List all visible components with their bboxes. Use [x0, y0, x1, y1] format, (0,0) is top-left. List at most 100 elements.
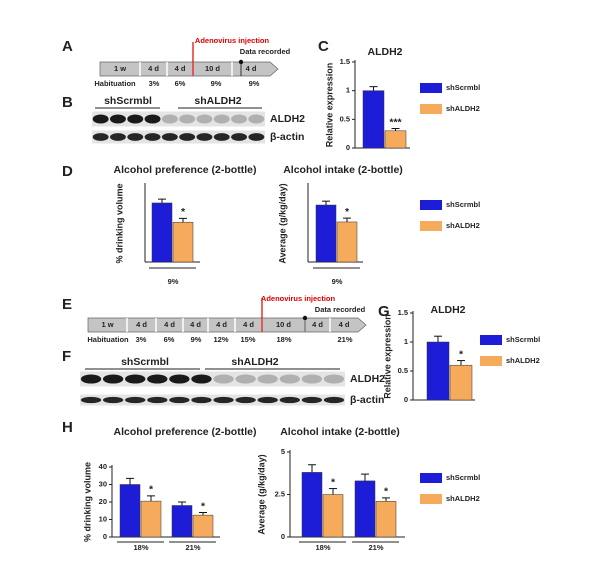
timeline-segment: 4 d	[148, 64, 159, 73]
timeline-segment: 1 w	[114, 64, 126, 73]
blot-band	[248, 114, 265, 124]
legend-label: shALDH2	[506, 356, 540, 365]
panel-letter: D	[62, 163, 73, 180]
blot-band	[102, 396, 124, 404]
legend-swatch	[480, 335, 502, 345]
blot-group: shScrmbl	[121, 356, 169, 368]
injection-label: Adenovirus injection	[261, 294, 336, 303]
blot-band	[161, 133, 178, 141]
panel-letter: F	[62, 348, 71, 365]
chart-title: Alcohol preference (2-bottle)	[114, 426, 257, 438]
blot-band	[235, 396, 256, 404]
blot-band	[235, 374, 256, 384]
y-tick-label: 0.5	[398, 366, 408, 375]
blot-band	[213, 374, 234, 384]
blot-band	[80, 396, 102, 404]
timeline-stage: 9%	[249, 79, 260, 88]
x-tick-label: 18%	[133, 543, 148, 552]
x-tick-label: 9%	[168, 277, 179, 286]
x-tick-label: 21%	[185, 543, 200, 552]
legend-swatch	[420, 200, 442, 210]
bar	[119, 484, 141, 538]
blot-band	[257, 396, 278, 404]
blot-band	[301, 396, 323, 404]
y-tick-label: 40	[99, 462, 107, 471]
blot-band	[279, 374, 300, 384]
timeline-stage: 3%	[149, 79, 160, 88]
bar	[192, 514, 214, 538]
blot-band	[231, 133, 248, 141]
blot-row-label: β-actin	[350, 394, 384, 406]
y-tick-label: 30	[99, 479, 107, 488]
blot-band	[301, 374, 323, 384]
timeline-segment: 4 d	[190, 320, 201, 329]
bar	[171, 505, 193, 538]
panel-letter: A	[62, 38, 73, 55]
timeline-segment: 4 d	[339, 320, 350, 329]
x-tick-label: 21%	[368, 543, 383, 552]
bar	[426, 341, 450, 401]
bar	[354, 480, 376, 538]
y-tick-label: 0	[346, 143, 350, 152]
bar	[362, 90, 385, 149]
blot-row-label: ALDH2	[350, 373, 385, 385]
significance: *	[384, 486, 389, 498]
y-tick-label: 0	[281, 532, 285, 541]
timeline-stage: 3%	[136, 335, 147, 344]
significance: *	[181, 206, 186, 218]
bar	[375, 501, 397, 538]
blot-group: shScrmbl	[104, 95, 152, 107]
y-axis-label: Average (g/kg/day)	[277, 183, 287, 263]
blot-band	[92, 133, 109, 141]
bar	[322, 494, 344, 538]
blot-band	[125, 396, 146, 404]
timeline-stage: Habituation	[87, 335, 129, 344]
blot-row-label: ALDH2	[270, 113, 305, 125]
panel-letter: E	[62, 296, 72, 313]
legend-label: shALDH2	[446, 104, 480, 113]
blot-band	[279, 396, 300, 404]
legend-swatch	[420, 221, 442, 231]
y-axis-label: % drinking volume	[82, 462, 92, 542]
significance: ***	[389, 116, 402, 128]
blot-band	[92, 114, 109, 124]
panel-letter: G	[378, 303, 390, 320]
timeline-stage: 15%	[240, 335, 255, 344]
blot-band	[213, 114, 230, 124]
significance: *	[331, 476, 336, 488]
timeline-stage: 9%	[191, 335, 202, 344]
blot-band	[127, 114, 144, 124]
blot-band	[323, 396, 345, 404]
chart-title: ALDH2	[367, 46, 402, 58]
bar	[301, 472, 323, 538]
legend-label: shScrmbl	[446, 83, 480, 92]
blot-band	[109, 114, 126, 124]
timeline-segment: 10 d	[276, 320, 291, 329]
bar	[151, 202, 173, 263]
legend-label: shALDH2	[446, 494, 480, 503]
bar	[449, 364, 473, 401]
timeline-segment: 10 d	[205, 64, 220, 73]
timeline-stage: 6%	[175, 79, 186, 88]
blot-band	[125, 374, 146, 384]
timeline-segment: 4 d	[136, 320, 147, 329]
panel-letter: C	[318, 38, 329, 55]
legend-swatch	[420, 473, 442, 483]
y-axis-label: Average (g/kg/day)	[256, 454, 266, 534]
timeline-segment: 4 d	[243, 320, 254, 329]
timeline-segment: 4 d	[216, 320, 227, 329]
y-tick-label: 20	[99, 497, 107, 506]
blot-band	[102, 374, 124, 384]
legend-swatch	[480, 356, 502, 366]
legend-label: shScrmbl	[446, 473, 480, 482]
y-tick-label: 0	[103, 532, 107, 541]
blot-band	[191, 396, 212, 404]
blot-band	[169, 374, 190, 384]
timeline-stage: 6%	[164, 335, 175, 344]
blot-group: shALDH2	[194, 95, 241, 107]
timeline-stage: 9%	[211, 79, 222, 88]
timeline-stage: 21%	[337, 335, 352, 344]
chart-title: Alcohol preference (2-bottle)	[114, 164, 257, 176]
panel-letter: H	[62, 419, 73, 436]
